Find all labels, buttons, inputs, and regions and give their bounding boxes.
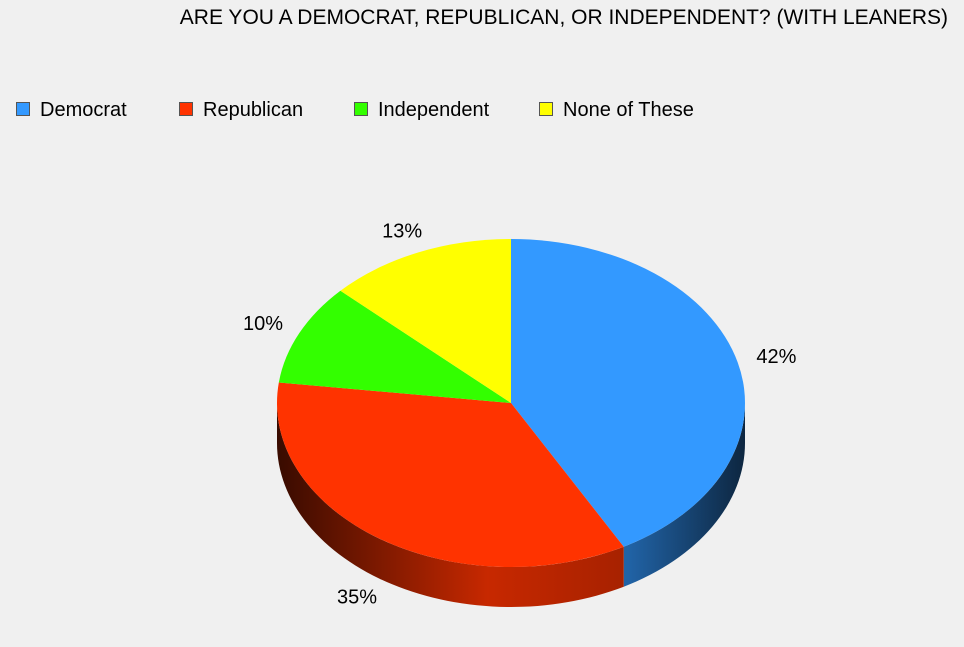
pie-slice-none-of-these (340, 239, 511, 403)
legend-swatch-republican (179, 102, 193, 116)
legend-label-republican: Republican (203, 99, 304, 121)
pie-slice-independent (278, 290, 511, 403)
pie-top-faces (276, 239, 746, 568)
data-label-republican: 35% (337, 586, 377, 608)
legend-label-independent: Independent (378, 99, 490, 121)
pie-labels: 42% 35% 10% 13% (243, 220, 797, 608)
pie-side-democrat (623, 403, 745, 587)
data-label-democrat: 42% (756, 346, 796, 368)
legend-label-none-of-these: None of These (563, 99, 694, 121)
data-label-independent: 10% (243, 313, 283, 335)
pie-side-republican (277, 403, 624, 607)
pie-slice-democrat (511, 239, 746, 547)
pie-slice-republican (276, 382, 624, 568)
pie-side-walls (277, 403, 745, 607)
chart-title: ARE YOU A DEMOCRAT, REPUBLICAN, OR INDEP… (179, 6, 948, 29)
legend-swatch-democrat (16, 102, 30, 116)
legend-swatch-none-of-these (539, 102, 553, 116)
legend-swatch-independent (354, 102, 368, 116)
legend-label-democrat: Democrat (40, 99, 127, 121)
data-label-none-of-these: 13% (382, 220, 422, 242)
